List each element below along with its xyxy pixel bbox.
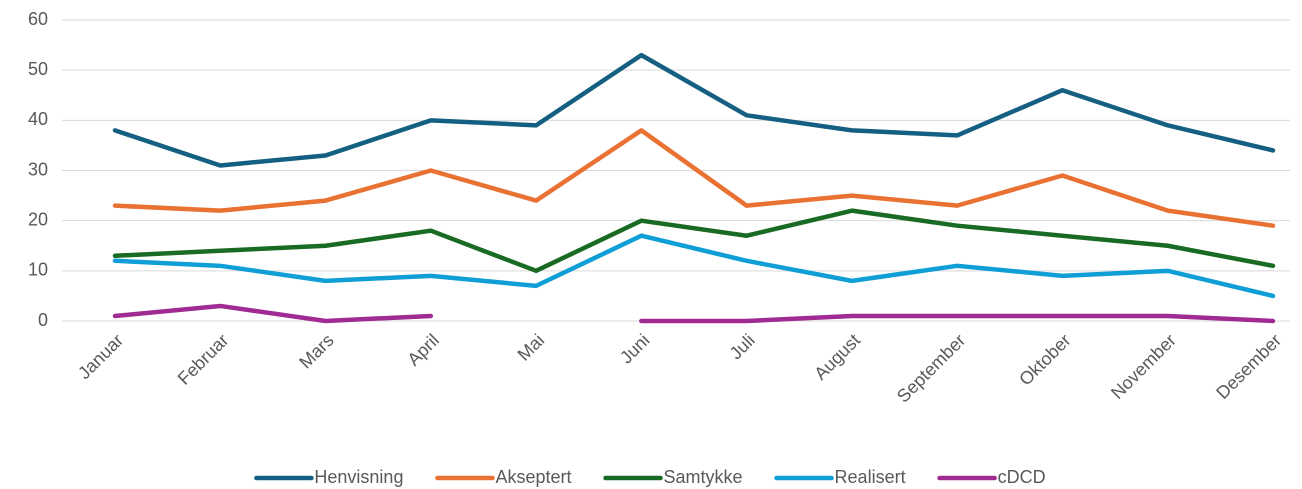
series-line — [112, 233, 1276, 299]
legend-label: Henvisning — [314, 467, 403, 487]
x-tick-label: Oktober — [1015, 330, 1074, 389]
x-tick-label: August — [810, 330, 864, 384]
y-tick-label: 60 — [28, 9, 48, 29]
x-tick-label: Juli — [726, 330, 759, 363]
series-line — [112, 128, 1276, 228]
y-tick-label: 40 — [28, 109, 48, 129]
y-tick-label: 30 — [28, 159, 48, 179]
x-tick-label: Januar — [74, 330, 127, 383]
y-tick-label: 20 — [28, 209, 48, 229]
x-tick-label: April — [403, 330, 443, 370]
y-tick-label: 50 — [28, 59, 48, 79]
x-tick-label: Mai — [514, 330, 549, 365]
series-line — [112, 208, 1276, 274]
x-tick-label: Februar — [174, 330, 233, 389]
legend-label: Realisert — [835, 467, 906, 487]
y-tick-label: 10 — [28, 260, 48, 280]
y-tick-label: 0 — [38, 310, 48, 330]
x-tick-label: September — [893, 330, 969, 406]
legend-label: Akseptert — [495, 467, 571, 487]
x-tick-label: Juni — [616, 330, 653, 367]
x-tick-label: November — [1107, 330, 1180, 403]
series-line — [112, 52, 1276, 168]
legend-label: cDCD — [998, 467, 1046, 487]
x-tick-label: Mars — [295, 330, 337, 372]
legend-label: Samtykke — [664, 467, 743, 487]
x-tick-label: Desember — [1212, 330, 1285, 403]
series-line — [112, 303, 1276, 324]
